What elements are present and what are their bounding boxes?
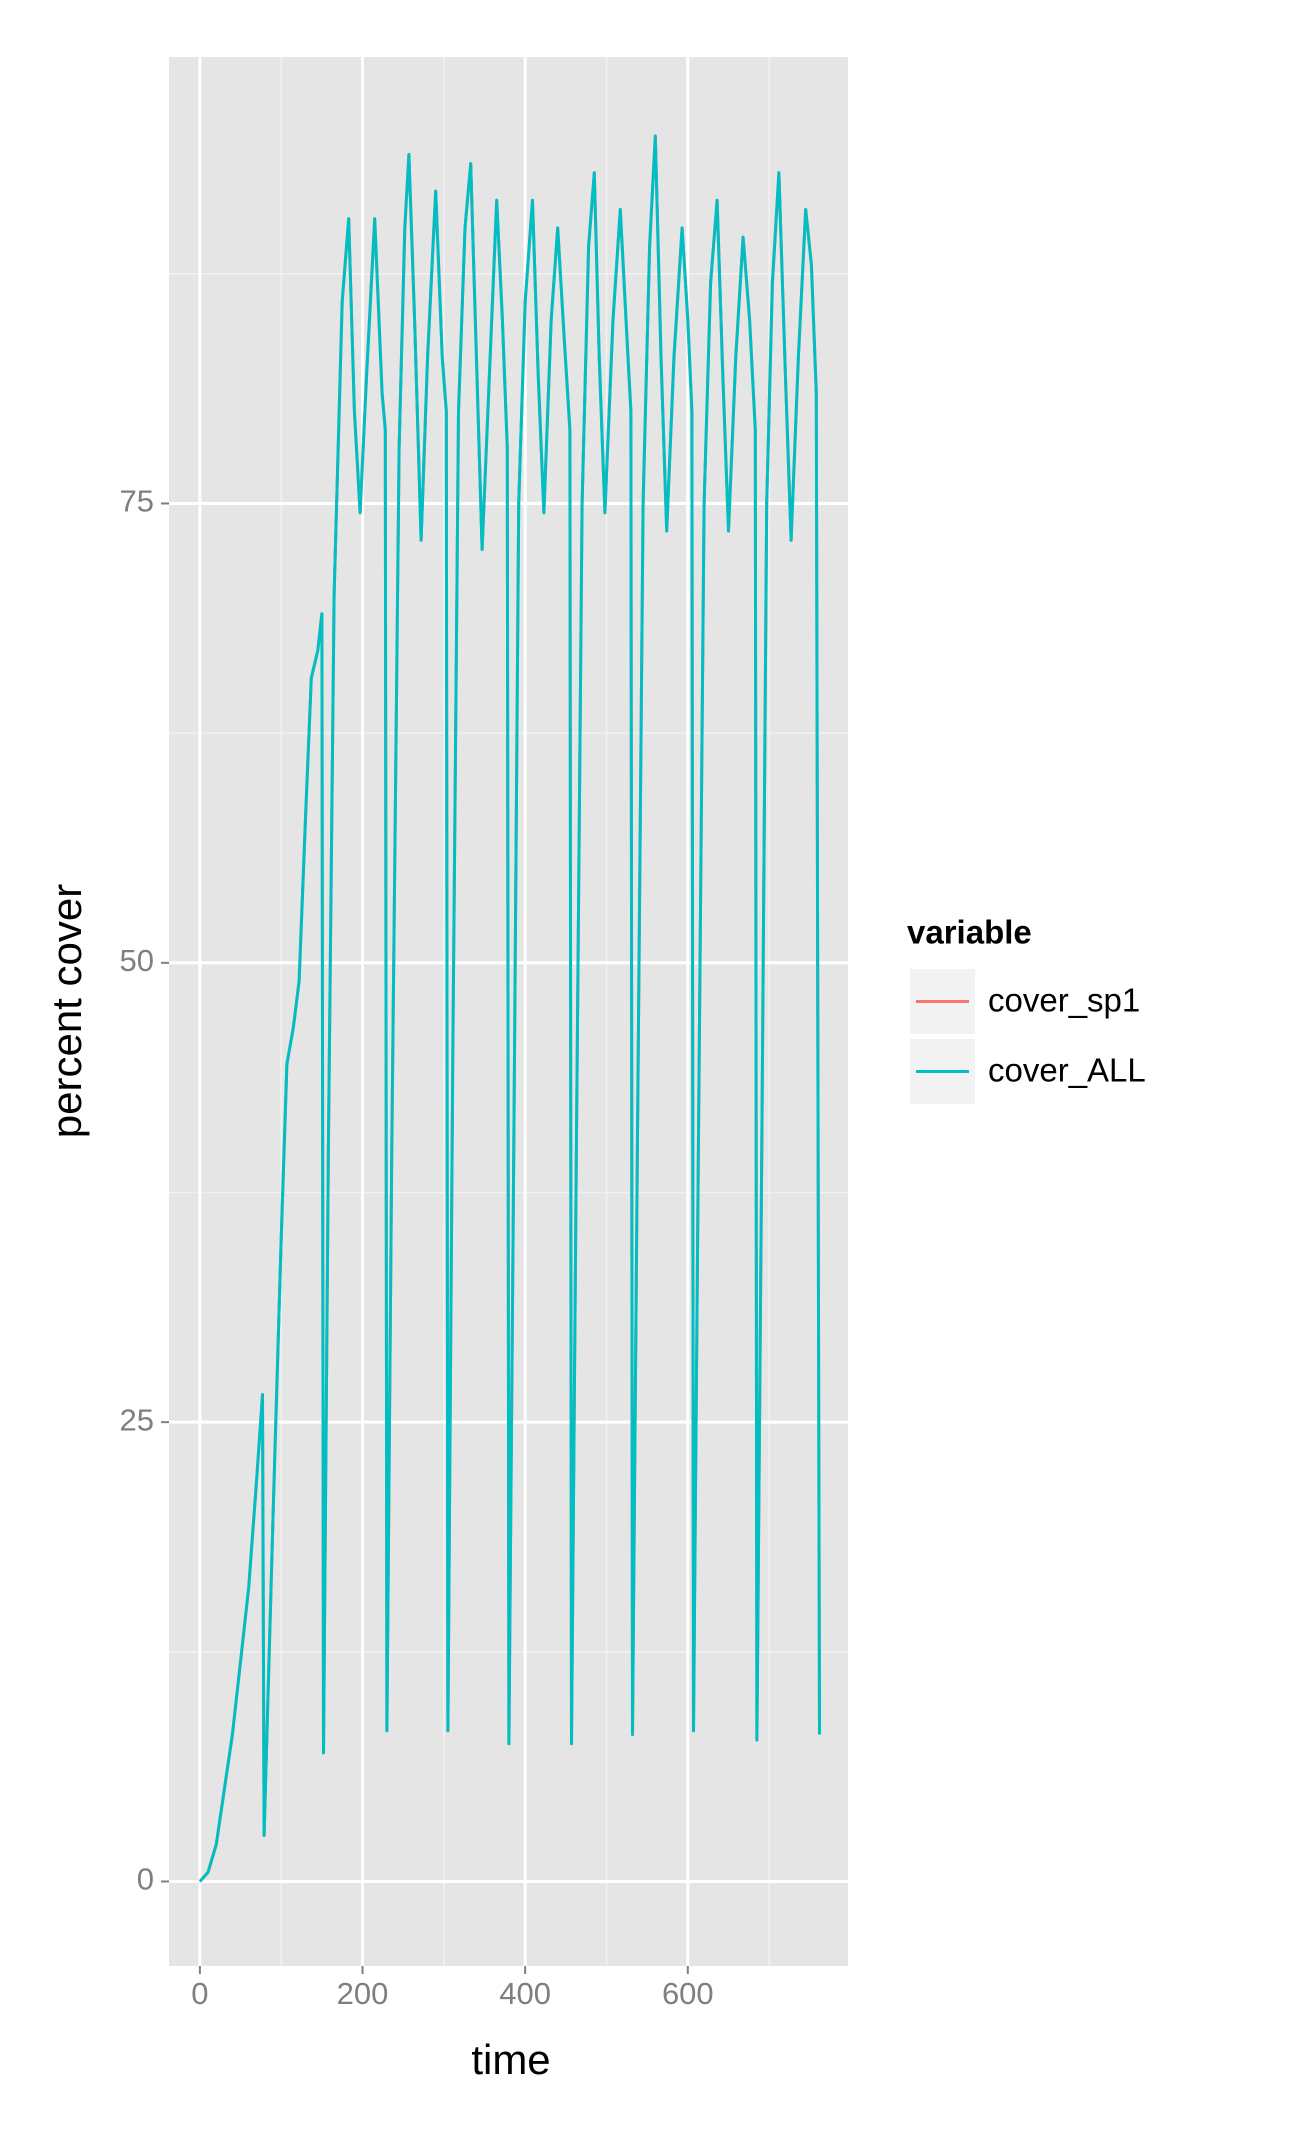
x-tick-label: 200 bbox=[337, 1976, 389, 2011]
data-line bbox=[198, 134, 821, 1883]
x-tick-label: 600 bbox=[662, 1976, 714, 2011]
y-tick-label: 0 bbox=[137, 1862, 154, 1897]
y-tick-label: 25 bbox=[120, 1402, 154, 1437]
y-tick-label: 50 bbox=[120, 943, 154, 978]
legend-title: variable bbox=[907, 914, 1032, 951]
x-axis-title: time bbox=[471, 2036, 550, 2083]
legend-label: cover_ALL bbox=[988, 1052, 1146, 1089]
y-axis-title: percent cover bbox=[43, 884, 90, 1138]
legend-label: cover_sp1 bbox=[988, 982, 1140, 1019]
x-tick-label: 0 bbox=[191, 1976, 208, 2011]
x-tick-label: 400 bbox=[499, 1976, 551, 2011]
y-tick-label: 75 bbox=[120, 484, 154, 519]
